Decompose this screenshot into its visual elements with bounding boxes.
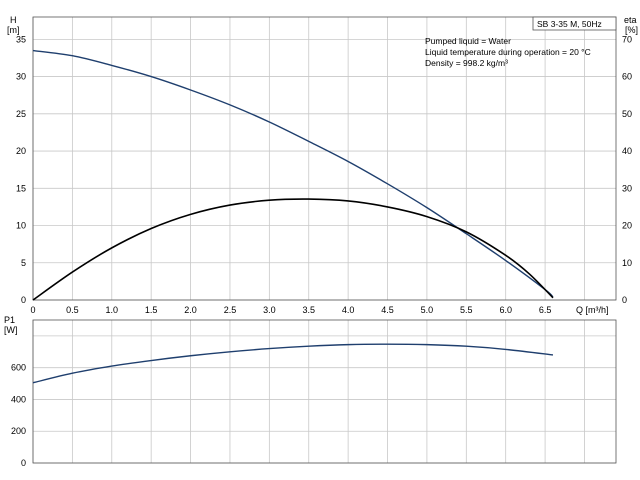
efficiency-tick-label: 30 (622, 183, 632, 193)
tick-labels: 0 0.5 1.0 1.5 2.0 2.5 3.0 3.5 4.0 4.5 5.0 5.5 6.0 6.5… (11, 34, 632, 468)
power-tick-label: 600 (11, 363, 26, 373)
head-tick-label: 20 (16, 146, 26, 156)
head-axis-label: H [m] (7, 15, 20, 35)
efficiency-tick-label: 10 (622, 258, 632, 268)
top-plot-frame (32, 16, 617, 301)
flow-axis-label: Q [m³/h] (576, 305, 609, 315)
head-tick-label: 35 (16, 34, 26, 44)
x-tick-label: 4.0 (342, 305, 355, 315)
head-tick-label: 0 (21, 295, 26, 305)
x-tick-label: 6.5 (539, 305, 552, 315)
power-axis-label: P1 [W] (4, 315, 18, 335)
x-tick-label: 2.5 (224, 305, 237, 315)
head-tick-label: 25 (16, 109, 26, 119)
head-tick-label: 10 (16, 221, 26, 231)
x-tick-label: 0.5 (66, 305, 79, 315)
note-density: Density = 998.2 kg/m³ (425, 58, 508, 68)
x-tick-label: 2.0 (184, 305, 197, 315)
head-tick-label: 5 (21, 258, 26, 268)
x-tick-label: 5.0 (421, 305, 434, 315)
efficiency-tick-label: 70 (622, 34, 632, 44)
chart-title: SB 3-35 M, 50Hz (537, 19, 602, 29)
note-liquid-temperature: Liquid temperature during operation = 20… (425, 47, 591, 57)
efficiency-tick-label: 0 (622, 295, 627, 305)
head-curve (32, 49, 554, 298)
efficiency-tick-label: 40 (622, 146, 632, 156)
x-tick-label: 5.5 (460, 305, 473, 315)
curves (32, 49, 554, 384)
x-tick-label: 6.0 (499, 305, 512, 315)
x-tick-label: 1.5 (145, 305, 158, 315)
efficiency-tick-label: 50 (622, 109, 632, 119)
x-tick-label: 4.5 (381, 305, 394, 315)
bottom-plot-frame (32, 319, 617, 464)
head-tick-label: 15 (16, 183, 26, 193)
power-curve (32, 343, 554, 384)
power-tick-label: 400 (11, 394, 26, 404)
efficiency-curve (32, 198, 554, 301)
efficiency-axis-label: eta [%] (624, 15, 638, 35)
bottom-chart-grid (32, 320, 616, 464)
efficiency-tick-label: 60 (622, 72, 632, 82)
power-tick-label: 0 (21, 458, 26, 468)
efficiency-tick-label: 20 (622, 221, 632, 231)
title-box (532, 16, 617, 31)
x-tick-label: 3.5 (302, 305, 315, 315)
x-tick-label: 0 (30, 305, 35, 315)
top-chart-grid (32, 17, 616, 301)
x-tick-label: 1.0 (106, 305, 119, 315)
head-tick-label: 30 (16, 72, 26, 82)
note-pumped-liquid: Pumped liquid = Water (425, 36, 511, 46)
x-tick-label: 3.0 (263, 305, 276, 315)
power-tick-label: 200 (11, 426, 26, 436)
